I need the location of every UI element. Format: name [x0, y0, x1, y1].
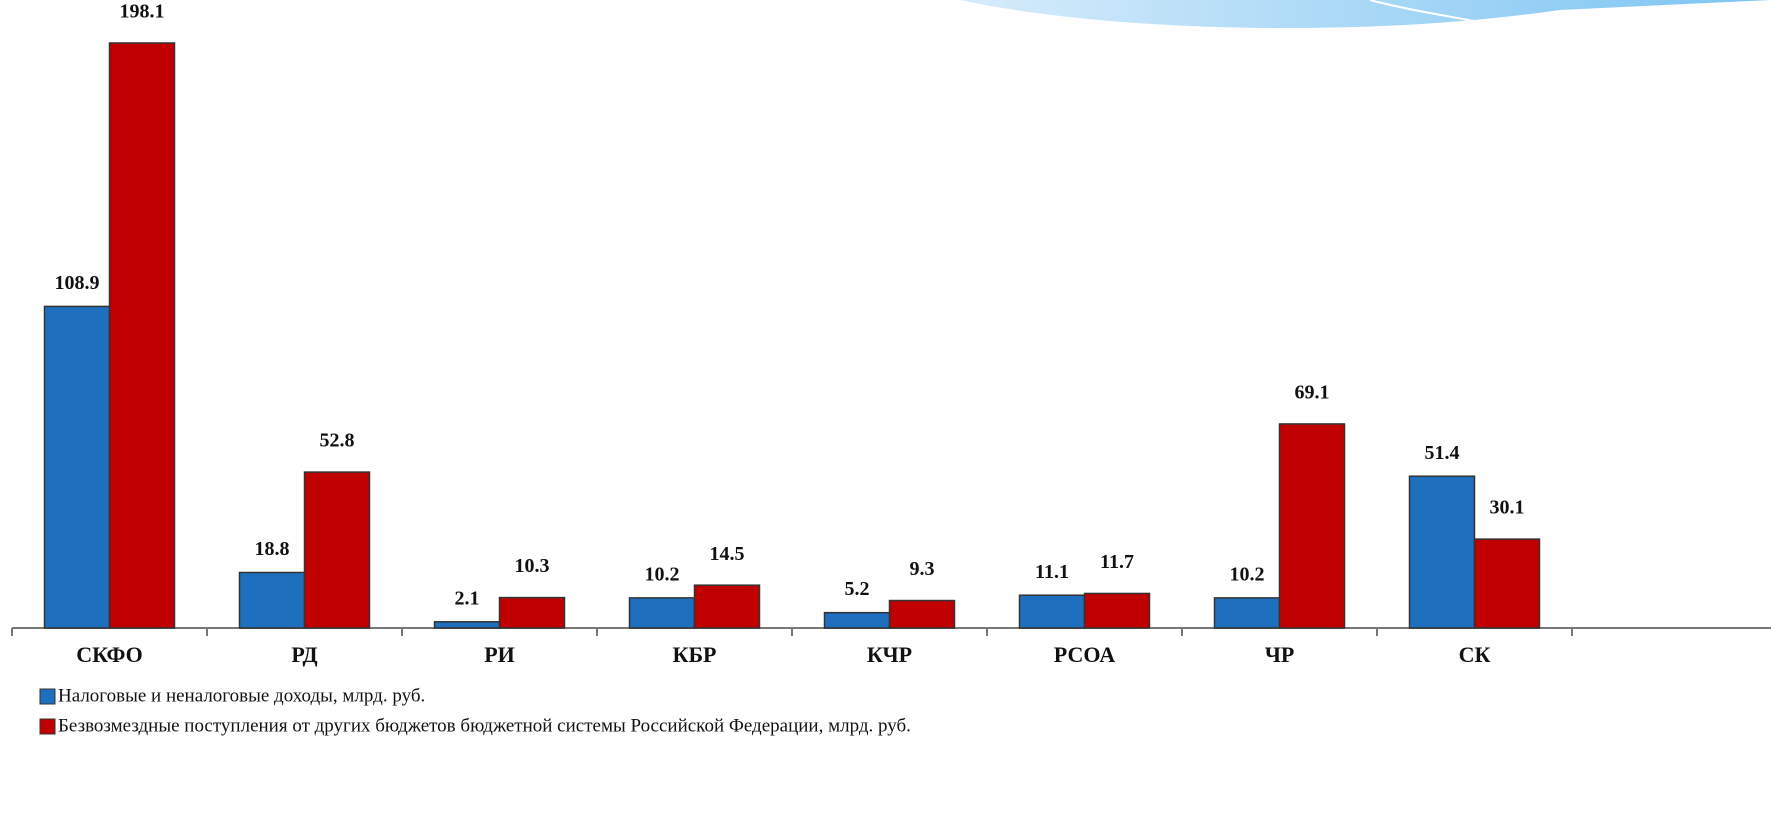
bar: [1018, 594, 1086, 629]
x-tick-label: РИ: [484, 642, 515, 667]
value-label: 18.8: [255, 538, 290, 560]
value-label: 5.2: [845, 578, 870, 600]
bar: [43, 305, 111, 629]
legend-swatch: [39, 688, 56, 705]
x-tick-label: КЧР: [867, 642, 912, 667]
x-tick-label: СКФО: [76, 642, 142, 667]
legend-label: Налоговые и неналоговые доходы, млрд. ру…: [58, 685, 425, 706]
value-label: 10.2: [645, 563, 680, 585]
bar: [1083, 592, 1151, 629]
value-label: 9.3: [910, 558, 935, 580]
value-label: 11.1: [1035, 561, 1069, 583]
bar: [433, 621, 501, 629]
x-tick-label: ЧР: [1265, 642, 1295, 667]
legend: Налоговые и неналоговые доходы, млрд. ру…: [39, 685, 911, 736]
legend-swatch: [39, 718, 56, 735]
bar: [823, 611, 891, 629]
value-label: 198.1: [120, 1, 165, 23]
bar: [1473, 538, 1541, 629]
bar: [498, 596, 566, 629]
bar: [888, 599, 956, 629]
bar: [1213, 597, 1281, 629]
decoration: [960, 0, 1771, 29]
bar: [693, 584, 761, 629]
bar: [238, 571, 306, 629]
x-tick-label: РСОА: [1054, 642, 1116, 667]
bar: [1408, 475, 1476, 629]
x-tick-label: РД: [291, 642, 317, 667]
value-label: 69.1: [1295, 382, 1330, 404]
value-label: 10.2: [1230, 563, 1265, 585]
value-label: 2.1: [455, 587, 480, 609]
bar: [303, 471, 371, 629]
value-label: 52.8: [320, 430, 355, 452]
value-label: 108.9: [55, 272, 100, 294]
x-tick-label: КБР: [673, 642, 717, 667]
value-label: 11.7: [1100, 551, 1134, 573]
x-tick-label: СК: [1459, 642, 1491, 667]
plot: СКФО 108.9 198.1 РД 18.8 52.8 РИ 2.1 10.3 КБР 10.2…: [11, 1, 1573, 667]
bar: [1278, 423, 1346, 629]
value-label: 30.1: [1490, 497, 1525, 519]
bar: [108, 42, 176, 629]
value-label: 51.4: [1425, 442, 1460, 464]
value-label: 14.5: [710, 543, 745, 565]
legend-label: Безвозмездные поступления от других бюдж…: [58, 715, 911, 736]
bar: [628, 597, 696, 629]
value-label: 10.3: [515, 555, 550, 577]
